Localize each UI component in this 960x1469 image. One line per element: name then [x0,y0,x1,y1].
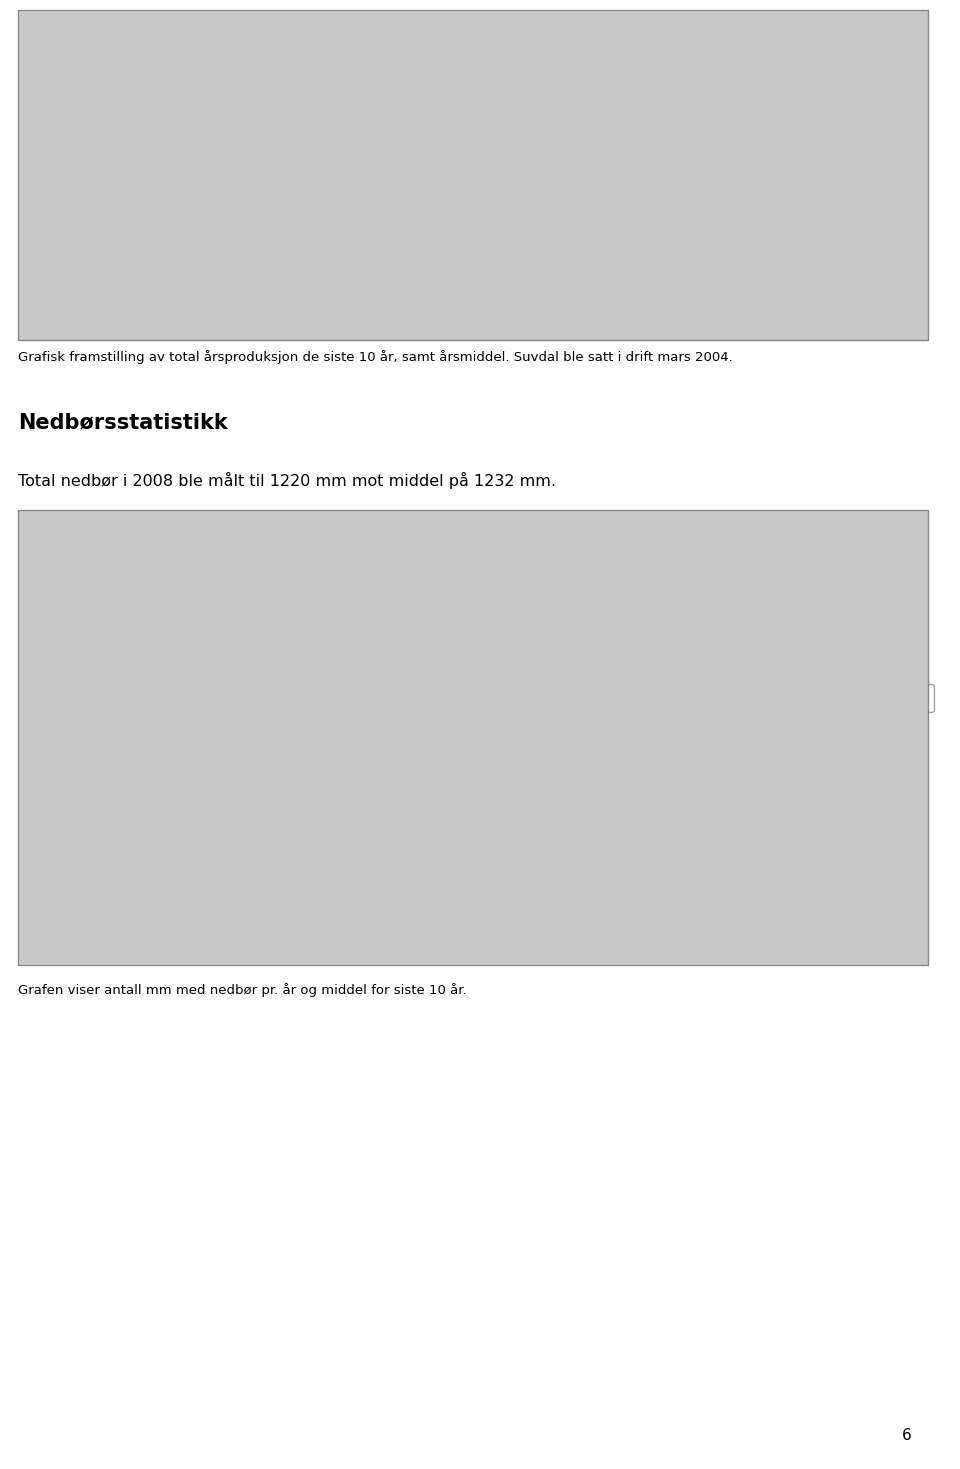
Bar [707,134,752,311]
Text: Total nedbør i 2008 ble målt til 1220 mm mot middel på 1232 mm.: Total nedbør i 2008 ble målt til 1220 mm… [18,472,556,489]
Text: Grafisk framstilling av total årsproduksjon de siste 10 år, samt årsmiddel. Suvd: Grafisk framstilling av total årsproduks… [18,350,732,364]
Bar [782,37,828,311]
Bar [335,687,371,884]
Bar [172,116,218,311]
Bar [324,138,371,311]
Bar [400,151,446,311]
Legend: Totalt GWh: Totalt GWh [87,25,204,53]
Bar [632,720,667,884]
Bar [572,649,608,884]
Bar [477,47,523,311]
Text: Nedbørsstatistikk: Nedbørsstatistikk [18,411,228,432]
Bar [95,103,141,311]
Bar [276,674,311,884]
Bar [395,693,430,884]
Bar [859,101,904,311]
Text: Grafen viser antall mm med nedbør pr. år og middel for siste 10 år.: Grafen viser antall mm med nedbør pr. år… [18,983,467,997]
Bar [554,132,599,311]
Bar [630,62,676,311]
Legend: Totalt pr. år: Totalt pr. år [819,685,934,711]
Bar [217,576,252,884]
Bar [98,682,133,884]
Bar [514,737,549,884]
Bar [454,663,490,884]
Bar [157,674,193,884]
Bar [751,676,786,884]
Title: Totalt millimeter pr. år: Totalt millimeter pr. år [365,521,519,536]
Bar [248,82,294,311]
Bar [691,677,727,884]
Text: 6: 6 [902,1428,912,1443]
